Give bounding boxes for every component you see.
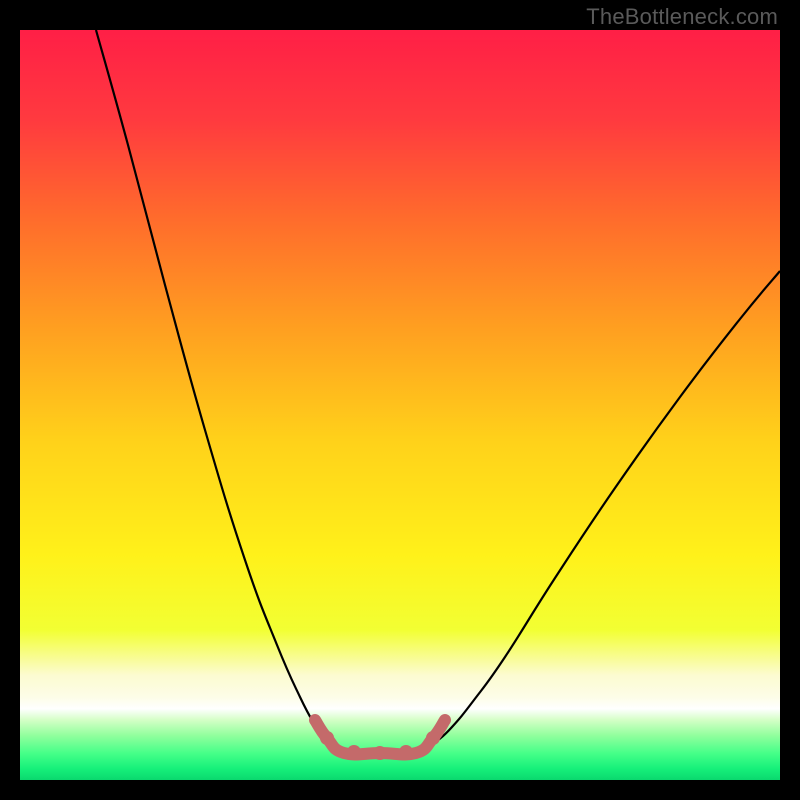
bottleneck-chart	[0, 0, 800, 800]
plot-background	[20, 30, 780, 780]
watermark-text: TheBottleneck.com	[586, 4, 778, 30]
